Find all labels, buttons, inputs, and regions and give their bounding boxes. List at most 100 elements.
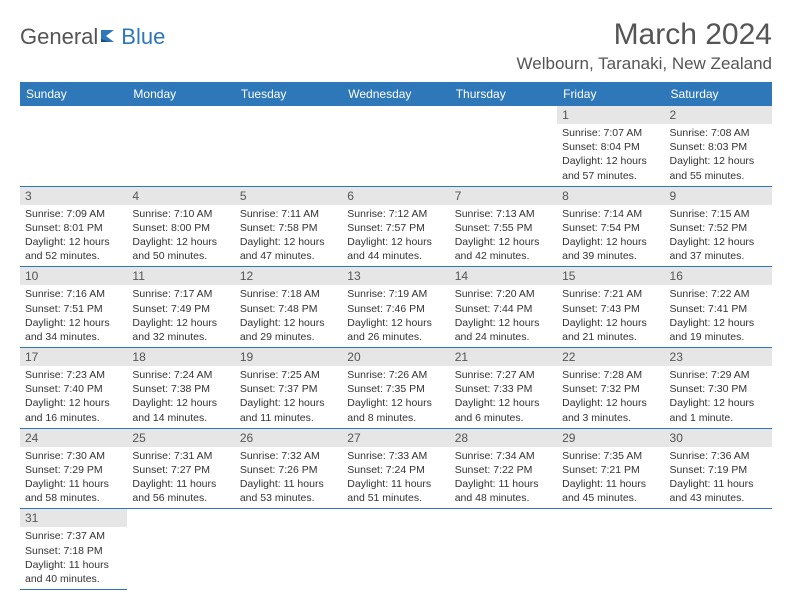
sunrise-text: Sunrise: 7:17 AM [132,287,229,301]
calendar-empty [342,509,449,590]
calendar-day: 28Sunrise: 7:34 AMSunset: 7:22 PMDayligh… [450,428,557,509]
day-details: Sunrise: 7:18 AMSunset: 7:48 PMDaylight:… [235,285,342,347]
sunrise-text: Sunrise: 7:20 AM [455,287,552,301]
calendar-empty [20,106,127,186]
day-header: Wednesday [342,82,449,106]
day-details: Sunrise: 7:37 AMSunset: 7:18 PMDaylight:… [20,527,127,589]
daylight-text: Daylight: 12 hours and 21 minutes. [562,316,659,344]
day-details: Sunrise: 7:07 AMSunset: 8:04 PMDaylight:… [557,124,664,186]
calendar-row: 17Sunrise: 7:23 AMSunset: 7:40 PMDayligh… [20,348,772,429]
daylight-text: Daylight: 11 hours and 58 minutes. [25,477,122,505]
sunrise-text: Sunrise: 7:37 AM [25,529,122,543]
calendar-empty [450,509,557,590]
sunset-text: Sunset: 7:44 PM [455,302,552,316]
sunrise-text: Sunrise: 7:27 AM [455,368,552,382]
daylight-text: Daylight: 12 hours and 50 minutes. [132,235,229,263]
day-number: 31 [20,509,127,527]
calendar-day: 8Sunrise: 7:14 AMSunset: 7:54 PMDaylight… [557,186,664,267]
sunrise-text: Sunrise: 7:23 AM [25,368,122,382]
day-details: Sunrise: 7:09 AMSunset: 8:01 PMDaylight:… [20,205,127,267]
sunset-text: Sunset: 8:00 PM [132,221,229,235]
day-number: 13 [342,267,449,285]
calendar-day: 2Sunrise: 7:08 AMSunset: 8:03 PMDaylight… [665,106,772,186]
daylight-text: Daylight: 12 hours and 52 minutes. [25,235,122,263]
day-details: Sunrise: 7:14 AMSunset: 7:54 PMDaylight:… [557,205,664,267]
logo-text-1: General [20,24,98,50]
sunset-text: Sunset: 7:30 PM [670,382,767,396]
day-number: 22 [557,348,664,366]
day-details: Sunrise: 7:17 AMSunset: 7:49 PMDaylight:… [127,285,234,347]
day-number: 29 [557,429,664,447]
day-number: 11 [127,267,234,285]
sunset-text: Sunset: 7:18 PM [25,544,122,558]
calendar-day: 20Sunrise: 7:26 AMSunset: 7:35 PMDayligh… [342,348,449,429]
calendar-table: SundayMondayTuesdayWednesdayThursdayFrid… [20,82,772,590]
daylight-text: Daylight: 12 hours and 39 minutes. [562,235,659,263]
sunrise-text: Sunrise: 7:36 AM [670,449,767,463]
sunset-text: Sunset: 7:33 PM [455,382,552,396]
daylight-text: Daylight: 12 hours and 57 minutes. [562,154,659,182]
daylight-text: Daylight: 12 hours and 29 minutes. [240,316,337,344]
sunset-text: Sunset: 7:54 PM [562,221,659,235]
daylight-text: Daylight: 12 hours and 3 minutes. [562,396,659,424]
day-details: Sunrise: 7:26 AMSunset: 7:35 PMDaylight:… [342,366,449,428]
calendar-row: 10Sunrise: 7:16 AMSunset: 7:51 PMDayligh… [20,267,772,348]
calendar-day: 18Sunrise: 7:24 AMSunset: 7:38 PMDayligh… [127,348,234,429]
logo: General Blue [20,24,165,50]
logo-text-2: Blue [121,24,165,50]
sunset-text: Sunset: 7:19 PM [670,463,767,477]
sunset-text: Sunset: 7:46 PM [347,302,444,316]
sunset-text: Sunset: 7:26 PM [240,463,337,477]
calendar-day: 6Sunrise: 7:12 AMSunset: 7:57 PMDaylight… [342,186,449,267]
sunset-text: Sunset: 7:43 PM [562,302,659,316]
day-details: Sunrise: 7:34 AMSunset: 7:22 PMDaylight:… [450,447,557,509]
daylight-text: Daylight: 12 hours and 44 minutes. [347,235,444,263]
day-details: Sunrise: 7:33 AMSunset: 7:24 PMDaylight:… [342,447,449,509]
sunrise-text: Sunrise: 7:10 AM [132,207,229,221]
day-number: 26 [235,429,342,447]
calendar-empty [665,509,772,590]
day-details: Sunrise: 7:36 AMSunset: 7:19 PMDaylight:… [665,447,772,509]
sunset-text: Sunset: 7:32 PM [562,382,659,396]
day-number: 6 [342,187,449,205]
sunset-text: Sunset: 7:52 PM [670,221,767,235]
title-block: March 2024 Welbourn, Taranaki, New Zeala… [517,18,772,74]
day-number: 24 [20,429,127,447]
sunset-text: Sunset: 7:29 PM [25,463,122,477]
day-number: 14 [450,267,557,285]
sunset-text: Sunset: 8:01 PM [25,221,122,235]
daylight-text: Daylight: 11 hours and 51 minutes. [347,477,444,505]
calendar-day: 7Sunrise: 7:13 AMSunset: 7:55 PMDaylight… [450,186,557,267]
sunrise-text: Sunrise: 7:11 AM [240,207,337,221]
daylight-text: Daylight: 11 hours and 45 minutes. [562,477,659,505]
day-number: 28 [450,429,557,447]
calendar-day: 12Sunrise: 7:18 AMSunset: 7:48 PMDayligh… [235,267,342,348]
daylight-text: Daylight: 12 hours and 42 minutes. [455,235,552,263]
day-header: Monday [127,82,234,106]
sunrise-text: Sunrise: 7:19 AM [347,287,444,301]
calendar-day: 27Sunrise: 7:33 AMSunset: 7:24 PMDayligh… [342,428,449,509]
day-details: Sunrise: 7:27 AMSunset: 7:33 PMDaylight:… [450,366,557,428]
day-details: Sunrise: 7:10 AMSunset: 8:00 PMDaylight:… [127,205,234,267]
day-details: Sunrise: 7:19 AMSunset: 7:46 PMDaylight:… [342,285,449,347]
sunset-text: Sunset: 7:57 PM [347,221,444,235]
calendar-day: 29Sunrise: 7:35 AMSunset: 7:21 PMDayligh… [557,428,664,509]
sunrise-text: Sunrise: 7:09 AM [25,207,122,221]
daylight-text: Daylight: 11 hours and 56 minutes. [132,477,229,505]
day-details: Sunrise: 7:13 AMSunset: 7:55 PMDaylight:… [450,205,557,267]
calendar-empty [127,106,234,186]
sunrise-text: Sunrise: 7:24 AM [132,368,229,382]
page-header: General Blue March 2024 Welbourn, Tarana… [20,18,772,74]
calendar-day: 11Sunrise: 7:17 AMSunset: 7:49 PMDayligh… [127,267,234,348]
sunrise-text: Sunrise: 7:13 AM [455,207,552,221]
daylight-text: Daylight: 12 hours and 55 minutes. [670,154,767,182]
sunrise-text: Sunrise: 7:34 AM [455,449,552,463]
sunrise-text: Sunrise: 7:33 AM [347,449,444,463]
day-number: 4 [127,187,234,205]
day-header: Thursday [450,82,557,106]
sunrise-text: Sunrise: 7:31 AM [132,449,229,463]
calendar-day: 31Sunrise: 7:37 AMSunset: 7:18 PMDayligh… [20,509,127,590]
calendar-day: 10Sunrise: 7:16 AMSunset: 7:51 PMDayligh… [20,267,127,348]
sunrise-text: Sunrise: 7:07 AM [562,126,659,140]
location: Welbourn, Taranaki, New Zealand [517,54,772,74]
